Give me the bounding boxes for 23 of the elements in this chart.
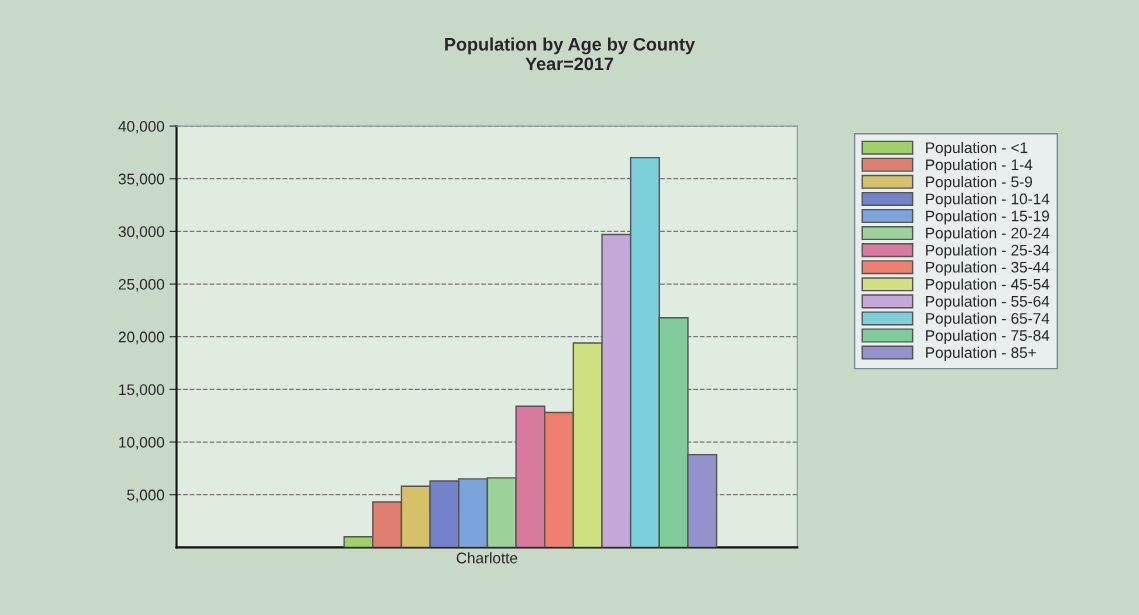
legend-label: Population - 25-34	[926, 244, 1050, 259]
legend-label: Population - 15-19	[926, 210, 1050, 225]
y-tick-label: 35,000	[118, 173, 165, 187]
y-tick-label: 20,000	[118, 331, 165, 345]
y-tick-label: 40,000	[118, 120, 165, 134]
legend-label: Population - 20-24	[926, 227, 1050, 242]
y-tick-label: 15,000	[119, 384, 165, 397]
chart-title: Population by Age by County Year=2017	[445, 37, 695, 71]
legend-label: Population - 75-84	[926, 329, 1050, 344]
y-tick-label: 10,000	[119, 436, 165, 450]
y-tick-label: 5,000	[127, 489, 165, 503]
legend-label: Population - 35-44	[926, 261, 1050, 276]
legend-label: Population - 55-64	[926, 295, 1050, 310]
legend-label: Population - <1	[926, 141, 1028, 157]
y-tick-label: 30,000	[118, 226, 165, 239]
legend-label: Population - 1-4	[926, 158, 1033, 174]
legend-label: Population - 10-14	[926, 193, 1050, 208]
y-tick-label: 25,000	[118, 278, 165, 292]
legend-label: Population - 85+	[926, 346, 1036, 362]
legend-label: Population - 45-54	[926, 278, 1050, 293]
legend-label: Population - 5-9	[926, 176, 1033, 191]
x-tick-label: Charlotte	[456, 552, 518, 564]
legend-label: Population - 65-74	[926, 312, 1050, 327]
